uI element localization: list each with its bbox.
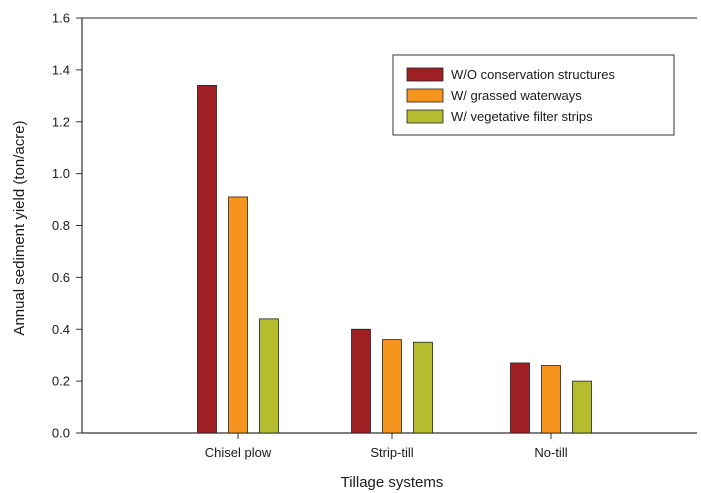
bar-1-3 xyxy=(510,362,530,434)
y-tick-label: 1.6 xyxy=(52,11,70,26)
bars-group xyxy=(197,85,592,434)
bar-2-1 xyxy=(228,196,248,434)
legend: W/O conservation structures W/ grassed wa… xyxy=(392,54,675,136)
legend-swatch xyxy=(406,109,444,124)
y-tick-labels: 0.0 0.2 0.4 0.6 0.8 1.0 1.2 1.4 1.6 xyxy=(52,11,70,441)
x-tick-label: Chisel plow xyxy=(205,445,272,460)
y-tick-label: 0.6 xyxy=(52,270,70,285)
x-axis-title: Tillage systems xyxy=(341,474,444,491)
bar-2-2 xyxy=(382,339,402,434)
bar-1-2 xyxy=(351,328,371,434)
bar-1-1 xyxy=(197,85,217,434)
x-tick-label: No-till xyxy=(534,445,567,460)
y-tick-label: 0.2 xyxy=(52,374,70,389)
y-tick-label: 0.0 xyxy=(52,426,70,441)
x-tick-labels: Chisel plow Strip-till No-till xyxy=(205,445,568,460)
bar-2-3 xyxy=(541,365,561,434)
legend-swatch xyxy=(406,67,444,82)
legend-label: W/ vegetative filter strips xyxy=(451,109,593,124)
y-tick-label: 1.2 xyxy=(52,114,70,129)
y-tick-label: 0.4 xyxy=(52,322,70,337)
bar-3-3 xyxy=(572,380,592,434)
legend-swatch xyxy=(406,88,444,103)
bar-3-2 xyxy=(413,341,433,434)
x-tick-label: Strip-till xyxy=(370,445,413,460)
y-tick-label: 1.0 xyxy=(52,166,70,181)
y-tick-label: 1.4 xyxy=(52,62,70,77)
bar-3-1 xyxy=(259,318,279,434)
legend-label: W/O conservation structures xyxy=(451,67,615,82)
legend-label: W/ grassed waterways xyxy=(451,88,582,103)
y-tick-label: 0.8 xyxy=(52,218,70,233)
y-axis-title: Annual sediment yield (ton/acre) xyxy=(11,120,28,335)
